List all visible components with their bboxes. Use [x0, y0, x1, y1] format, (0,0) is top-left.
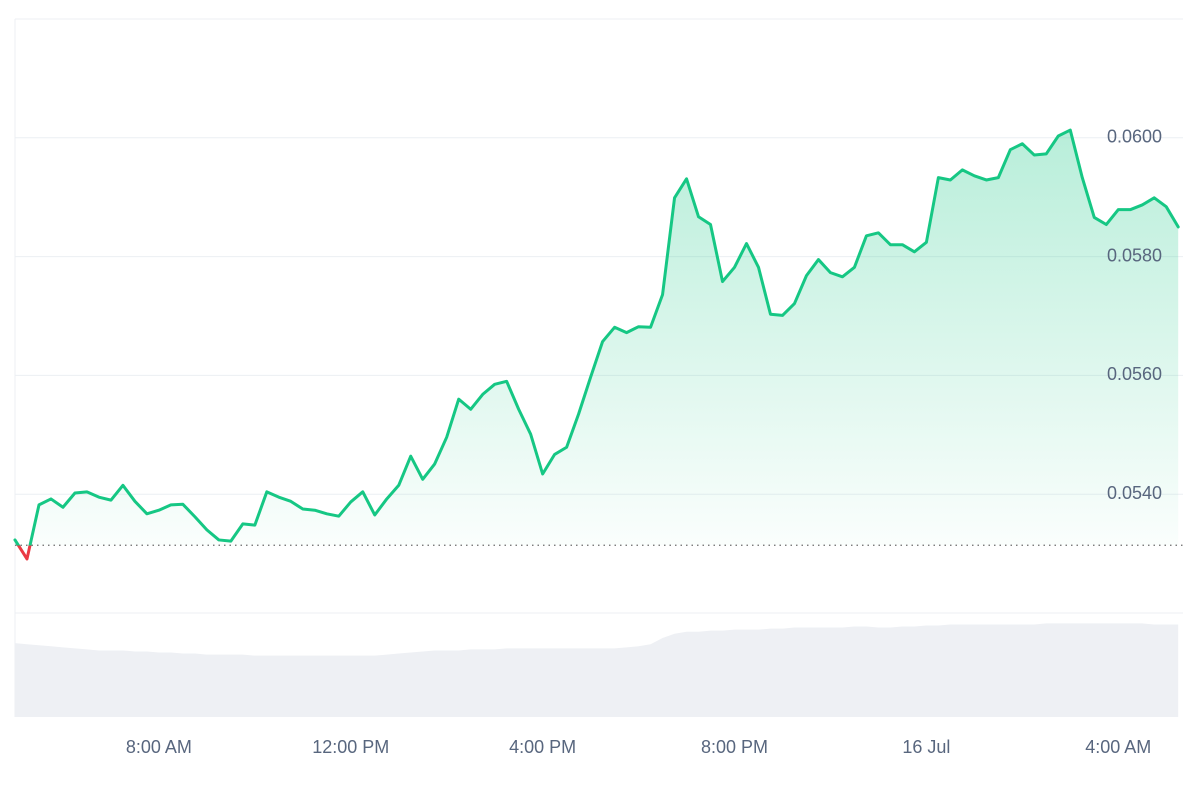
y-tick-label: 0.0580	[1107, 245, 1162, 265]
volume-area	[15, 623, 1179, 717]
y-tick-label: 0.0600	[1107, 127, 1162, 147]
x-tick-label: 4:00 AM	[1085, 737, 1151, 757]
price-area	[15, 130, 1179, 546]
x-tick-label: 8:00 AM	[126, 737, 192, 757]
price-line	[13, 128, 1180, 561]
x-tick-label: 8:00 PM	[701, 737, 768, 757]
x-tick-label: 12:00 PM	[312, 737, 389, 757]
y-tick-label: 0.0560	[1107, 364, 1162, 384]
x-tick-label: 16 Jul	[902, 737, 950, 757]
x-tick-label: 4:00 PM	[509, 737, 576, 757]
y-tick-label: 0.0540	[1107, 483, 1162, 503]
